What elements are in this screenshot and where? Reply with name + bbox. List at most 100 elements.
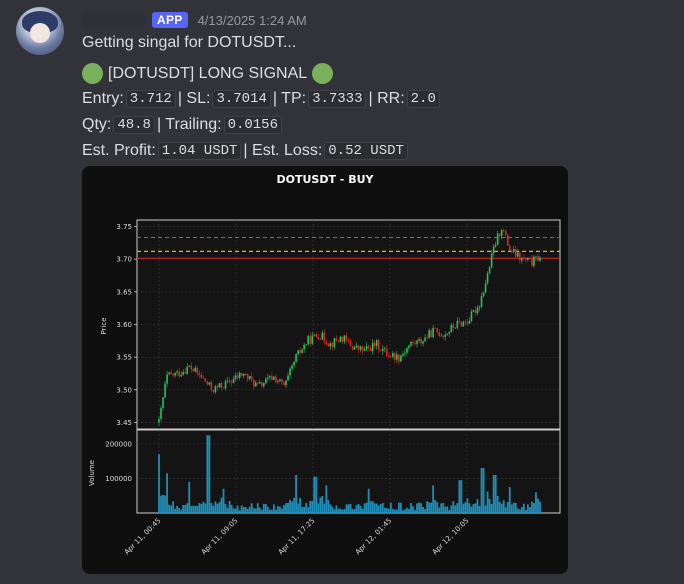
volume-bar (254, 508, 257, 513)
volume-bar (194, 505, 197, 513)
candle-body (204, 378, 207, 382)
candle-body (529, 257, 531, 259)
volume-bar (184, 504, 187, 513)
volume-bar (506, 501, 509, 513)
message-line-signal: [DOTUSDT] LONG SIGNAL (82, 63, 334, 84)
candle-body (523, 257, 525, 259)
volume-bar (168, 504, 170, 513)
candle-body (385, 348, 388, 356)
candle-body (448, 331, 451, 334)
candle-body (486, 273, 489, 284)
price-tick-label: 3.65 (116, 288, 132, 296)
volume-bar (339, 508, 342, 513)
volume-bar (375, 503, 378, 513)
volume-bar (162, 494, 164, 513)
candle-body (412, 341, 414, 344)
tp-label: | TP: (272, 90, 307, 107)
volume-bar (539, 501, 541, 513)
volume-bar (180, 509, 183, 513)
volume-bar (305, 502, 308, 513)
volume-bar (200, 503, 203, 513)
profit-value: 1.04 USDT (157, 142, 242, 160)
candle-body (468, 320, 471, 324)
volume-bar (518, 509, 521, 513)
chart-attachment[interactable]: DOTUSDT - BUY Price Volume 3.75 3.70 3.65 3… (82, 166, 568, 574)
volume-bar (393, 509, 396, 513)
volume-bar (468, 503, 471, 513)
candle-body (351, 345, 354, 350)
candle-body (265, 378, 267, 384)
volume-bar (385, 508, 388, 513)
candle-body (327, 344, 330, 347)
price-tick-label: 3.75 (116, 223, 132, 231)
candle-body (420, 338, 422, 344)
candle-body (408, 345, 410, 349)
volume-bar (337, 508, 340, 513)
candle-body (381, 348, 384, 351)
volume-bar (428, 502, 431, 513)
candle-body (458, 320, 461, 322)
candle-body (242, 374, 245, 376)
sl-label: | SL: (177, 90, 211, 107)
time-tick-label: Apr 12, 10:05 (431, 517, 471, 557)
volume-bar (456, 503, 459, 513)
volume-bar (438, 507, 441, 513)
volume-bar (190, 505, 193, 513)
candle-body (236, 375, 239, 378)
username[interactable] (82, 12, 146, 28)
volume-bar (331, 506, 334, 513)
volume-bar (325, 485, 328, 513)
qty-value: 48.8 (113, 116, 155, 134)
price-tick-label: 3.60 (116, 321, 132, 329)
volume-bar (462, 503, 465, 513)
candle-body (474, 310, 477, 314)
candle-body (335, 338, 338, 341)
volume-bar (297, 503, 299, 513)
volume-bar (323, 503, 326, 513)
candle-body (210, 382, 213, 390)
candle-body (263, 383, 265, 387)
avatar[interactable] (16, 7, 64, 55)
time-tick-label: Apr 11, 00:45 (123, 517, 163, 557)
timestamp[interactable]: 4/13/2025 1:24 AM (197, 12, 307, 28)
volume-bar (452, 501, 455, 513)
volume-bar (299, 497, 302, 513)
candle-body (256, 382, 259, 384)
volume-bar (434, 499, 437, 513)
candle-body (166, 374, 168, 384)
candle-body (394, 352, 396, 360)
candle-body (484, 283, 487, 293)
volume-bar (341, 509, 344, 513)
volume-bar (498, 501, 501, 513)
candle-body (347, 339, 350, 342)
candle-body (297, 350, 299, 355)
candle-body (396, 354, 398, 360)
volume-axis-label: Volume (88, 460, 96, 486)
time-tick-label: Apr 12, 01:45 (354, 517, 394, 557)
volume-bar (236, 505, 239, 513)
level-lines (137, 236, 560, 259)
candle-body (323, 332, 326, 342)
volume-bar (206, 435, 209, 513)
rr-label: | RR: (368, 90, 405, 107)
candle-body (377, 340, 380, 350)
candle-body (492, 246, 495, 254)
volume-bar (218, 502, 221, 513)
volume-bar (494, 474, 497, 513)
volume-bar (208, 435, 211, 513)
volume-bar (410, 503, 412, 513)
candle-body (500, 229, 503, 237)
volume-bar (210, 503, 213, 513)
candle-body (367, 346, 370, 349)
candle-body (261, 382, 263, 387)
candle-body (250, 375, 253, 380)
candle-body (325, 341, 328, 345)
volume-bar (188, 481, 191, 513)
time-tick-label: Apr 11, 17:25 (277, 517, 317, 557)
volume-bar (490, 503, 493, 513)
candle-body (343, 335, 346, 342)
candle-body (434, 327, 436, 329)
candle-body (246, 373, 249, 379)
volume-bar (414, 510, 416, 513)
volume-bar (502, 500, 505, 513)
